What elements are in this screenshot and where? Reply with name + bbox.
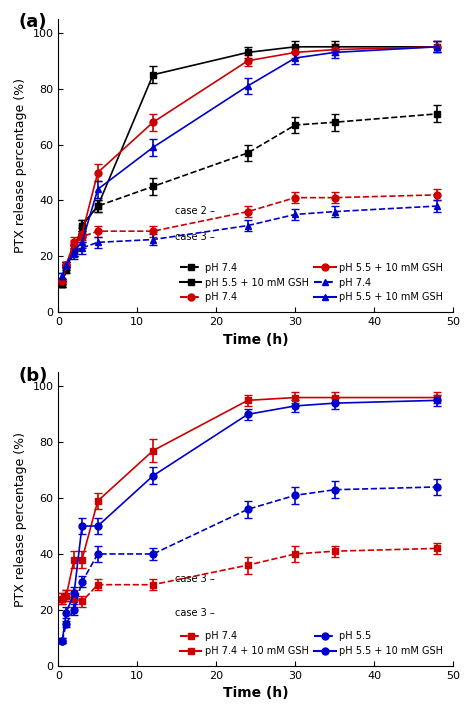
X-axis label: Time (h): Time (h) [223, 686, 289, 700]
Text: case 3 –: case 3 – [175, 574, 215, 584]
Y-axis label: PTX release percentage (%): PTX release percentage (%) [14, 431, 27, 607]
Text: case 4 –: case 4 – [175, 258, 215, 268]
Text: (a): (a) [19, 13, 47, 31]
X-axis label: Time (h): Time (h) [223, 333, 289, 346]
Text: (b): (b) [19, 366, 48, 385]
Text: case 3 –: case 3 – [175, 232, 215, 242]
Y-axis label: PTX release percentage (%): PTX release percentage (%) [14, 78, 27, 253]
Legend: pH 7.4, pH 5.5 + 10 mM GSH, pH 7.4, pH 5.5 + 10 mM GSH, pH 7.4, pH 5.5 + 10 mM G: pH 7.4, pH 5.5 + 10 mM GSH, pH 7.4, pH 5… [175, 258, 448, 307]
Text: case 2 –: case 2 – [175, 206, 215, 216]
Text: case 3 –: case 3 – [175, 608, 215, 618]
Legend: pH 7.4, pH 7.4 + 10 mM GSH, pH 5.5, pH 5.5 + 10 mM GSH: pH 7.4, pH 7.4 + 10 mM GSH, pH 5.5, pH 5… [175, 626, 448, 661]
